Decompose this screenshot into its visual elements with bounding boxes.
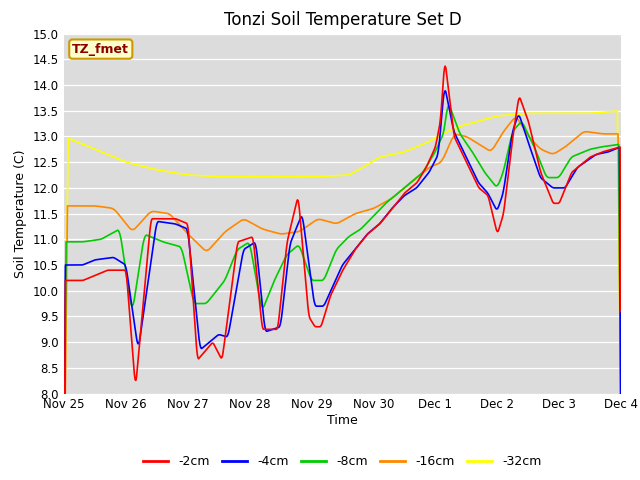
Legend: -2cm, -4cm, -8cm, -16cm, -32cm: -2cm, -4cm, -8cm, -16cm, -32cm: [138, 450, 547, 473]
Text: TZ_fmet: TZ_fmet: [72, 43, 129, 56]
X-axis label: Time: Time: [327, 414, 358, 427]
Title: Tonzi Soil Temperature Set D: Tonzi Soil Temperature Set D: [223, 11, 461, 29]
Y-axis label: Soil Temperature (C): Soil Temperature (C): [15, 149, 28, 278]
